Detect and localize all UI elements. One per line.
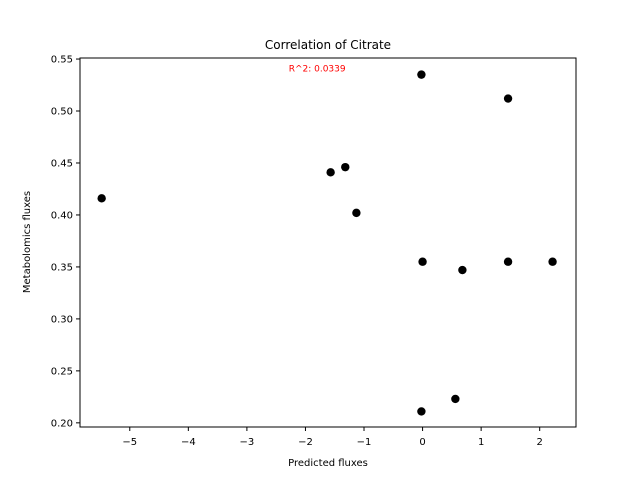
x-tick-label: −4 [181,437,196,448]
y-tick-label: 0.40 [51,210,73,221]
data-point [417,70,426,79]
x-tick-label: 2 [537,437,543,448]
x-tick-label: 0 [419,437,425,448]
x-tick-label: −3 [240,437,255,448]
y-tick-label: 0.45 [51,158,73,169]
x-tick-label: −5 [122,437,137,448]
data-point [326,168,335,177]
data-point [458,265,467,275]
y-tick-label: 0.30 [51,314,73,325]
x-axis-label: Predicted fluxes [288,458,368,469]
y-axis-label: Metabolomics fluxes [22,191,33,293]
data-point [97,194,106,203]
r-squared-annotation: R^2: 0.0339 [289,64,346,74]
y-tick-label: 0.35 [51,262,73,273]
data-point [341,162,350,172]
x-tick-label: −1 [357,437,372,448]
y-tick-label: 0.55 [51,55,73,66]
x-tick-label: 1 [478,437,484,448]
data-point [503,257,513,266]
data-points [97,70,557,416]
data-point [548,257,557,266]
plot-area-frame [79,57,577,428]
y-axis-ticks: 0.20 0.25 0.30 0.35 0.40 0.45 0.50 0.55 [51,55,80,429]
data-point [503,94,513,103]
chart-title: Correlation of Citrate [265,38,391,52]
data-point [417,407,426,416]
data-point [352,208,361,218]
y-tick-label: 0.20 [51,418,73,429]
data-point [451,394,460,404]
y-tick-label: 0.25 [51,366,73,377]
data-point [418,257,427,266]
x-tick-label: −2 [298,437,313,448]
x-axis-ticks: −5 −4 −3 −2 −1 0 1 2 [122,427,543,448]
y-tick-label: 0.50 [51,107,73,118]
